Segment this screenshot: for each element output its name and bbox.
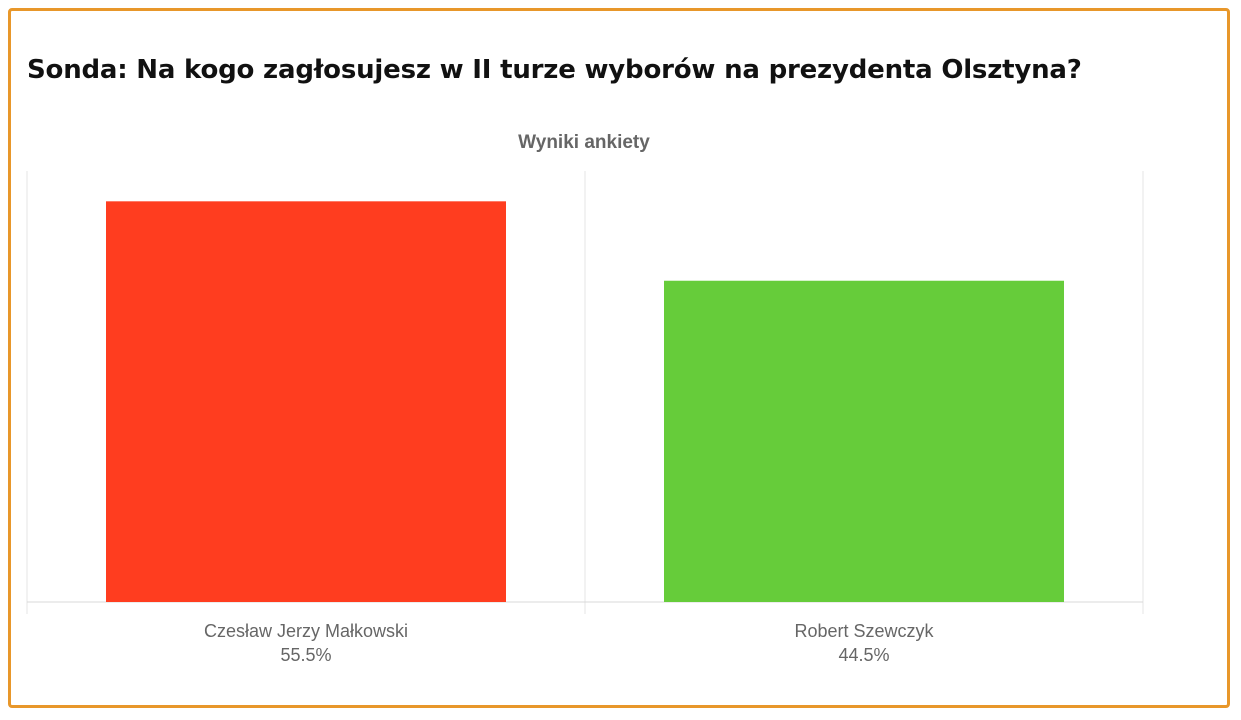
- bar-2: [664, 280, 1064, 602]
- chart-labels: Czesław Jerzy Małkowski 55.5% Robert Szewc…: [204, 621, 935, 665]
- chart-bars: [106, 201, 1064, 603]
- bar-1: [106, 201, 506, 603]
- poll-title: Sonda: Na kogo zagłosujesz w II turze wy…: [27, 55, 1082, 85]
- category-label: Robert Szewczyk: [794, 621, 934, 641]
- poll-chart: Czesław Jerzy Małkowski 55.5% Robert Szewc…: [11, 11, 1233, 711]
- bar-chart-svg: Czesław Jerzy Małkowski 55.5% Robert Szewc…: [26, 132, 1144, 665]
- poll-frame: Sonda: Na kogo zagłosujesz w II turze wy…: [8, 8, 1230, 708]
- category-label: Czesław Jerzy Małkowski: [204, 621, 408, 641]
- chart-title: Wyniki ankiety: [518, 132, 650, 153]
- value-label: 55.5%: [280, 645, 331, 665]
- value-label: 44.5%: [838, 645, 889, 665]
